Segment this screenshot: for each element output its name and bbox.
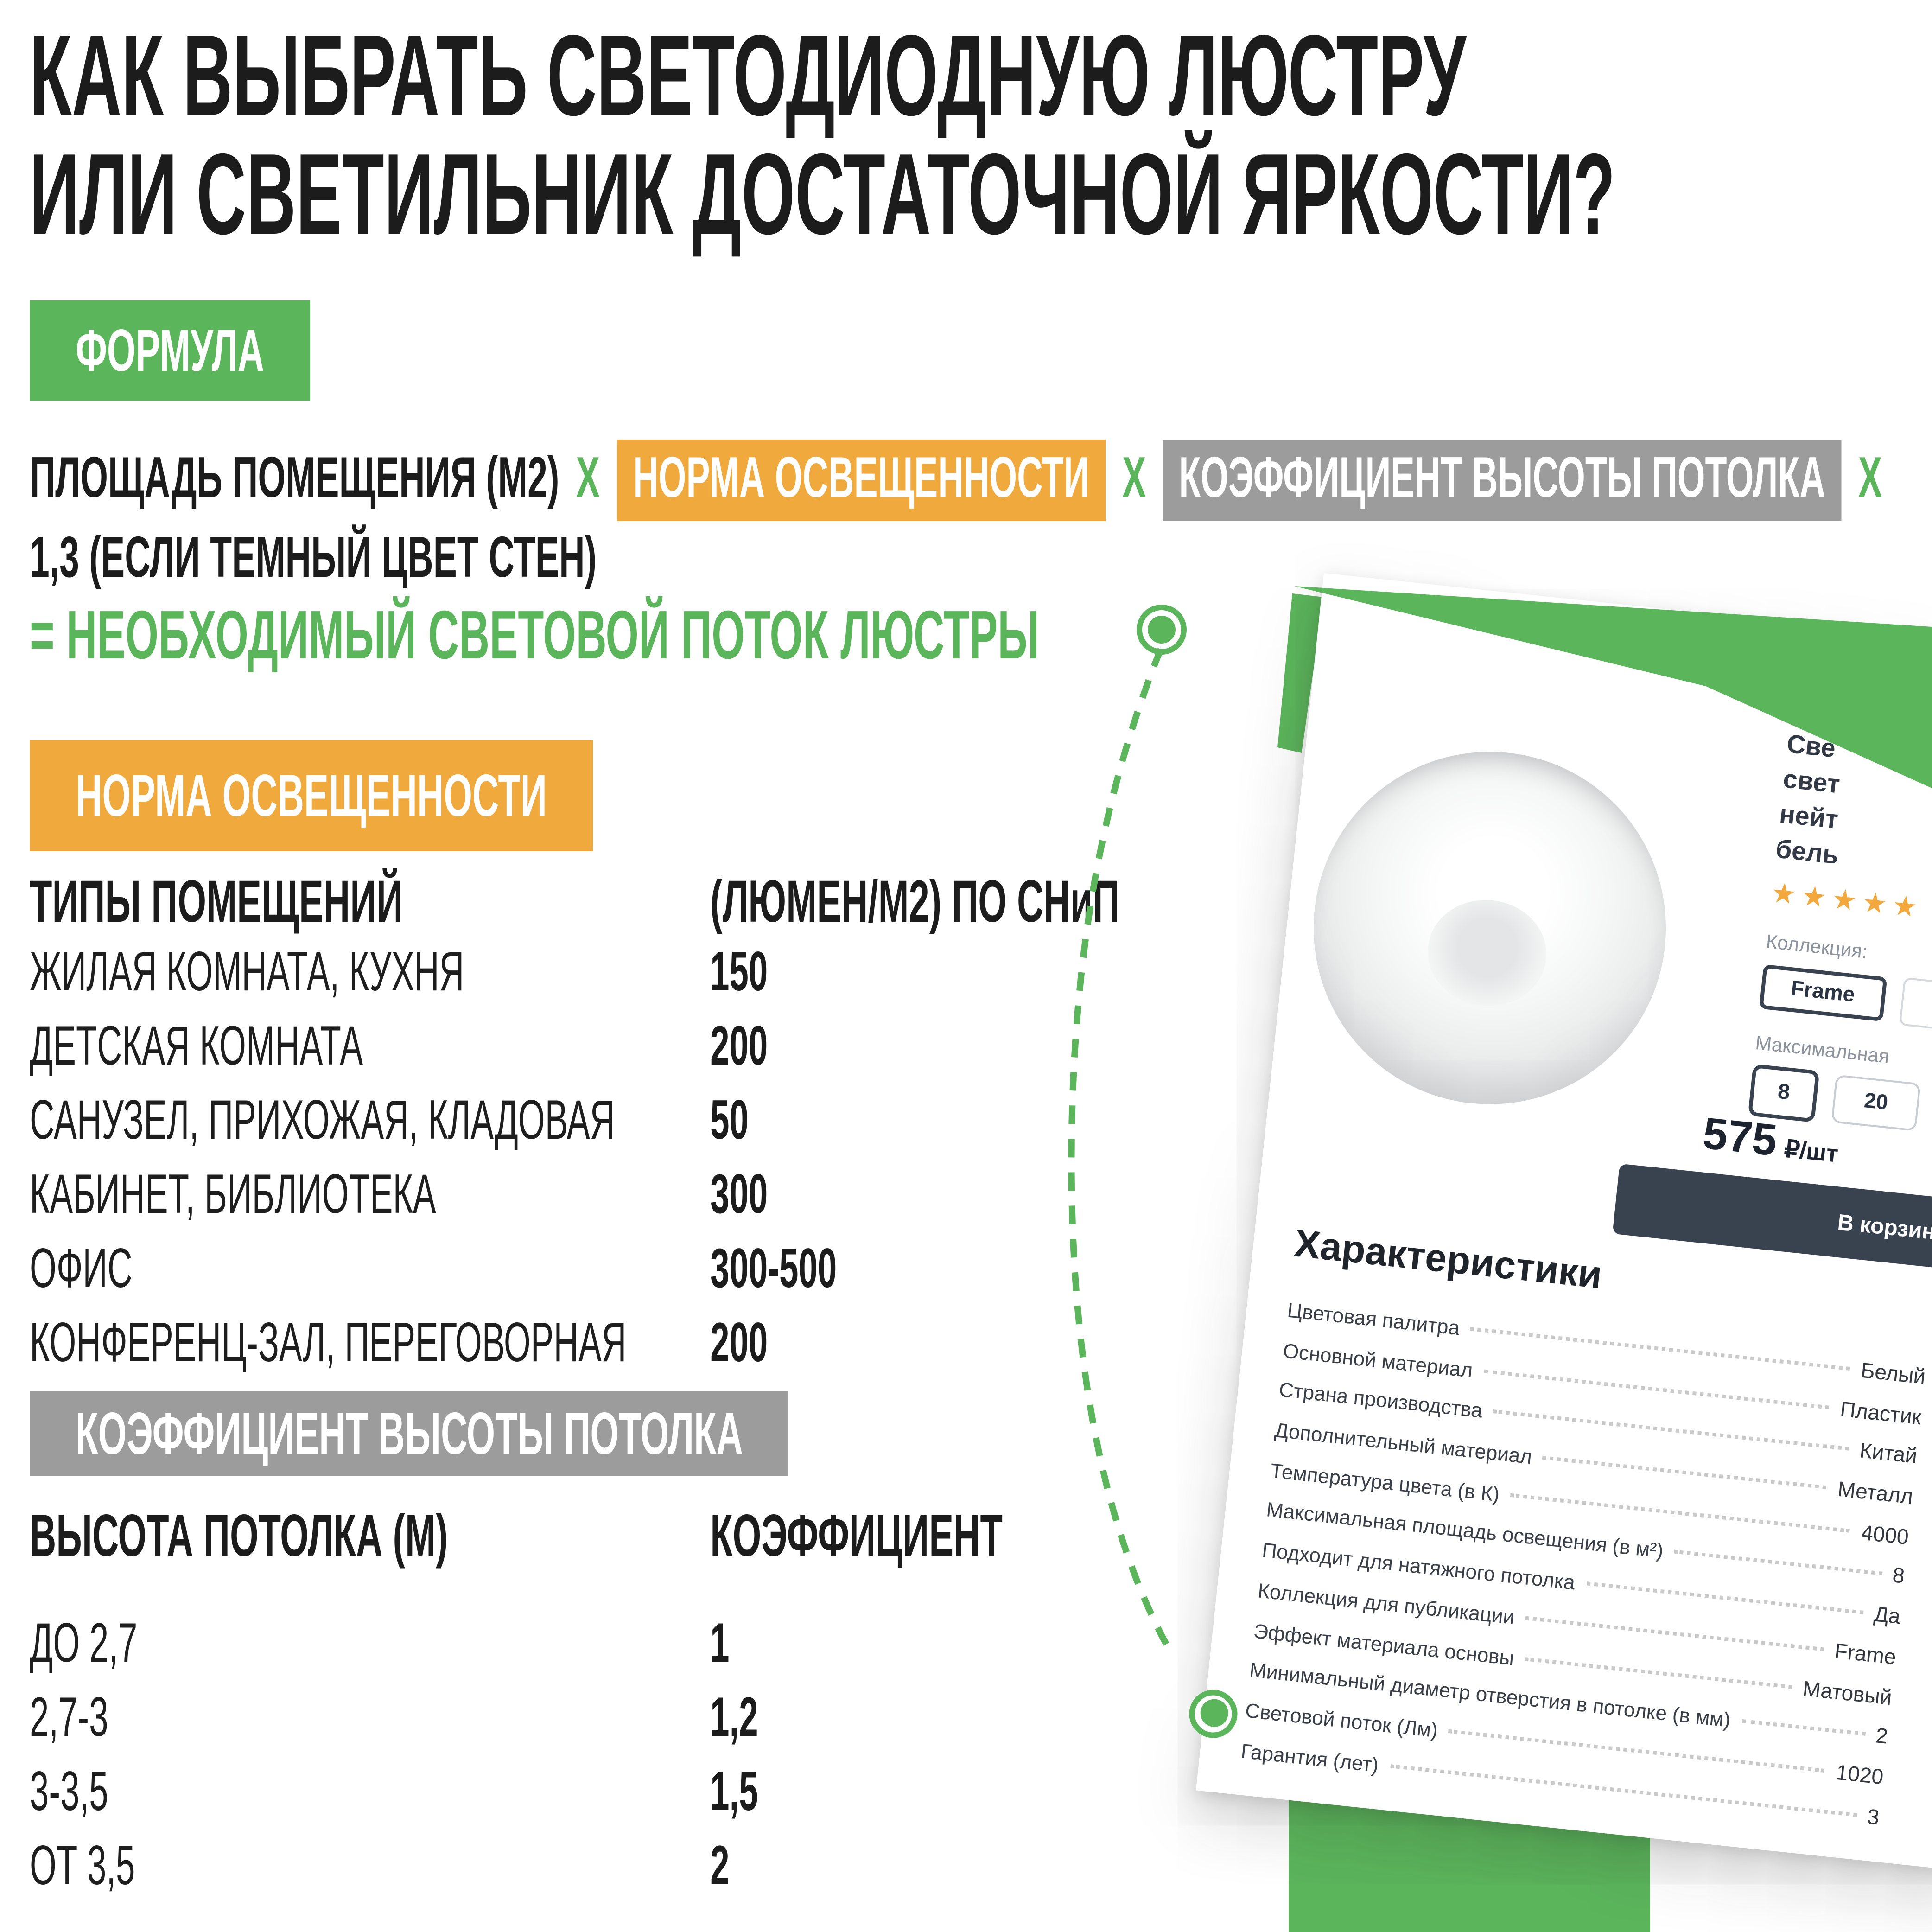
table-row: КАБИНЕТ, БИБЛИОТЕКА 300 xyxy=(30,1157,1926,1231)
room-type-label: КОНФЕРЕНЦ-ЗАЛ, ПЕРЕГОВОРНАЯ xyxy=(30,1313,627,1374)
room-type-label: КАБИНЕТ, БИБЛИОТЕКА xyxy=(30,1165,436,1226)
room-type-label: ОФИС xyxy=(30,1239,133,1300)
norm-badge: НОРМА ОСВЕЩЕННОСТИ xyxy=(30,740,593,851)
formula-norm-chip: НОРМА ОСВЕЩЕННОСТИ xyxy=(616,440,1106,521)
lumen-value: 300 xyxy=(710,1165,768,1226)
spec-value: Да xyxy=(1873,1604,1901,1630)
formula-line2: 1,3 (ЕСЛИ ТЕМНЫЙ ЦВЕТ СТЕН) xyxy=(30,525,597,590)
formula-area-term: ПЛОЩАДЬ ПОМЕЩЕНИЯ (М2) xyxy=(30,445,559,510)
table-row: ОФИС 300-500 xyxy=(30,1231,1926,1306)
ceiling-height-label: ОТ 3,5 xyxy=(30,1836,135,1897)
lumen-value: 200 xyxy=(710,1016,768,1078)
lumen-value: 50 xyxy=(710,1090,749,1152)
page-title-line1: КАК ВЫБРАТЬ СВЕТОДИОДНУЮ ЛЮСТРУ xyxy=(30,13,1467,141)
ceiling-height-label: 3-3,5 xyxy=(30,1762,108,1823)
table-row: ДЕТСКАЯ КОМНАТА 200 xyxy=(30,1009,1926,1083)
coefficient-value: 1,2 xyxy=(710,1688,758,1749)
lumen-value: 200 xyxy=(710,1313,768,1374)
norm-table-header: ТИПЫ ПОМЕЩЕНИЙ (ЛЮМЕН/М2) ПО СНиП xyxy=(30,868,1926,937)
formula-multiply-3: Х xyxy=(1858,445,1882,510)
table-row: ОТ 3,5 2 xyxy=(30,1829,1926,1903)
norm-col2-header: (ЛЮМЕН/М2) ПО СНиП xyxy=(710,868,1119,935)
area-chip-8[interactable]: 8 xyxy=(1748,1064,1820,1123)
formula-multiply-1: Х xyxy=(576,445,600,510)
area-chip-20[interactable]: 20 xyxy=(1831,1074,1921,1132)
spec-value: 1020 xyxy=(1835,1762,1885,1790)
page-title-line2: ИЛИ СВЕТИЛЬНИК ДОСТАТОЧНОЙ ЯРКОСТИ? xyxy=(30,132,1615,260)
price-unit: ₽/шт xyxy=(1783,1134,1840,1168)
specs-title: Характеристики xyxy=(1292,1223,1604,1298)
spec-value: 4000 xyxy=(1860,1522,1910,1550)
formula-badge: ФОРМУЛА xyxy=(30,300,311,401)
coef-table-rows: ДО 2,7 1 2,7-3 1,2 3-3,5 1,5 ОТ 3,5 2 xyxy=(30,1606,1926,1903)
room-type-label: САНУЗЕЛ, ПРИХОЖАЯ, КЛАДОВАЯ xyxy=(30,1090,615,1152)
lumen-value: 150 xyxy=(710,942,768,1003)
spec-value: 2 xyxy=(1874,1726,1889,1750)
coefficient-value: 2 xyxy=(710,1836,730,1897)
norm-col1-header: ТИПЫ ПОМЕЩЕНИЙ xyxy=(30,868,403,935)
spec-value: Белый xyxy=(1859,1360,1927,1390)
ceiling-height-label: ДО 2,7 xyxy=(30,1613,138,1675)
formula-coef-chip: КОЭФФИЦИЕНТ ВЫСОТЫ ПОТОЛКА xyxy=(1163,440,1842,521)
formula-multiply-2: Х xyxy=(1122,445,1146,510)
formula-result: = НЕОБХОДИМЫЙ СВЕТОВОЙ ПОТОК ЛЮСТРЫ xyxy=(30,597,1040,673)
collection-chip-frame[interactable]: Frame xyxy=(1759,964,1887,1022)
coef-badge: КОЭФФИЦИЕНТ ВЫСОТЫ ПОТОЛКА xyxy=(30,1391,789,1476)
lumen-value: 300-500 xyxy=(710,1239,837,1300)
page-title: КАК ВЫБРАТЬ СВЕТОДИОДНУЮ ЛЮСТРУ ИЛИ СВЕТ… xyxy=(30,13,1932,260)
spec-value: 8 xyxy=(1891,1566,1906,1590)
room-type-label: ДЕТСКАЯ КОМНАТА xyxy=(30,1016,363,1078)
table-row: 2,7-3 1,2 xyxy=(30,1680,1926,1754)
dotted-leader xyxy=(1470,1327,1850,1371)
spec-label: Цветовая палитра xyxy=(1286,1300,1461,1341)
table-row: ЖИЛАЯ КОМНАТА, КУХНЯ 150 xyxy=(30,935,1926,1009)
coef-col2-header: КОЭФФИЦИЕНТ xyxy=(710,1502,1003,1569)
add-to-cart-button[interactable]: В корзину xyxy=(1612,1163,1932,1292)
ceiling-height-label: 2,7-3 xyxy=(30,1688,108,1749)
table-row: ДО 2,7 1 xyxy=(30,1606,1926,1680)
coefficient-value: 1,5 xyxy=(710,1762,758,1823)
price-value: 575 xyxy=(1700,1109,1779,1167)
spec-value: 3 xyxy=(1866,1806,1881,1830)
formula-line1: ПЛОЩАДЬ ПОМЕЩЕНИЯ (М2) Х НОРМА ОСВЕЩЕННО… xyxy=(30,438,1932,521)
formula-expression: ПЛОЩАДЬ ПОМЕЩЕНИЯ (М2) Х НОРМА ОСВЕЩЕННО… xyxy=(30,438,1932,595)
table-row: 3-3,5 1,5 xyxy=(30,1754,1926,1829)
result-ring-icon xyxy=(1137,605,1187,655)
coef-table-header: ВЫСОТА ПОТОЛКА (М) КОЭФФИЦИЕНТ xyxy=(30,1502,1926,1571)
coef-col1-header: ВЫСОТА ПОТОЛКА (М) xyxy=(30,1502,448,1569)
table-row: САНУЗЕЛ, ПРИХОЖАЯ, КЛАДОВАЯ 50 xyxy=(30,1083,1926,1157)
specs-table: Цветовая палитра Белый Основной материал… xyxy=(1187,1300,1927,1848)
product-image-lamp xyxy=(1296,734,1684,1122)
room-type-label: ЖИЛАЯ КОМНАТА, КУХНЯ xyxy=(30,942,464,1003)
table-row: КОНФЕРЕНЦ-ЗАЛ, ПЕРЕГОВОРНАЯ 200 xyxy=(30,1306,1926,1380)
norm-table-rows: ЖИЛАЯ КОМНАТА, КУХНЯ 150 ДЕТСКАЯ КОМНАТА… xyxy=(30,935,1926,1380)
collection-chip-2[interactable] xyxy=(1898,977,1932,1039)
coefficient-value: 1 xyxy=(710,1613,730,1675)
